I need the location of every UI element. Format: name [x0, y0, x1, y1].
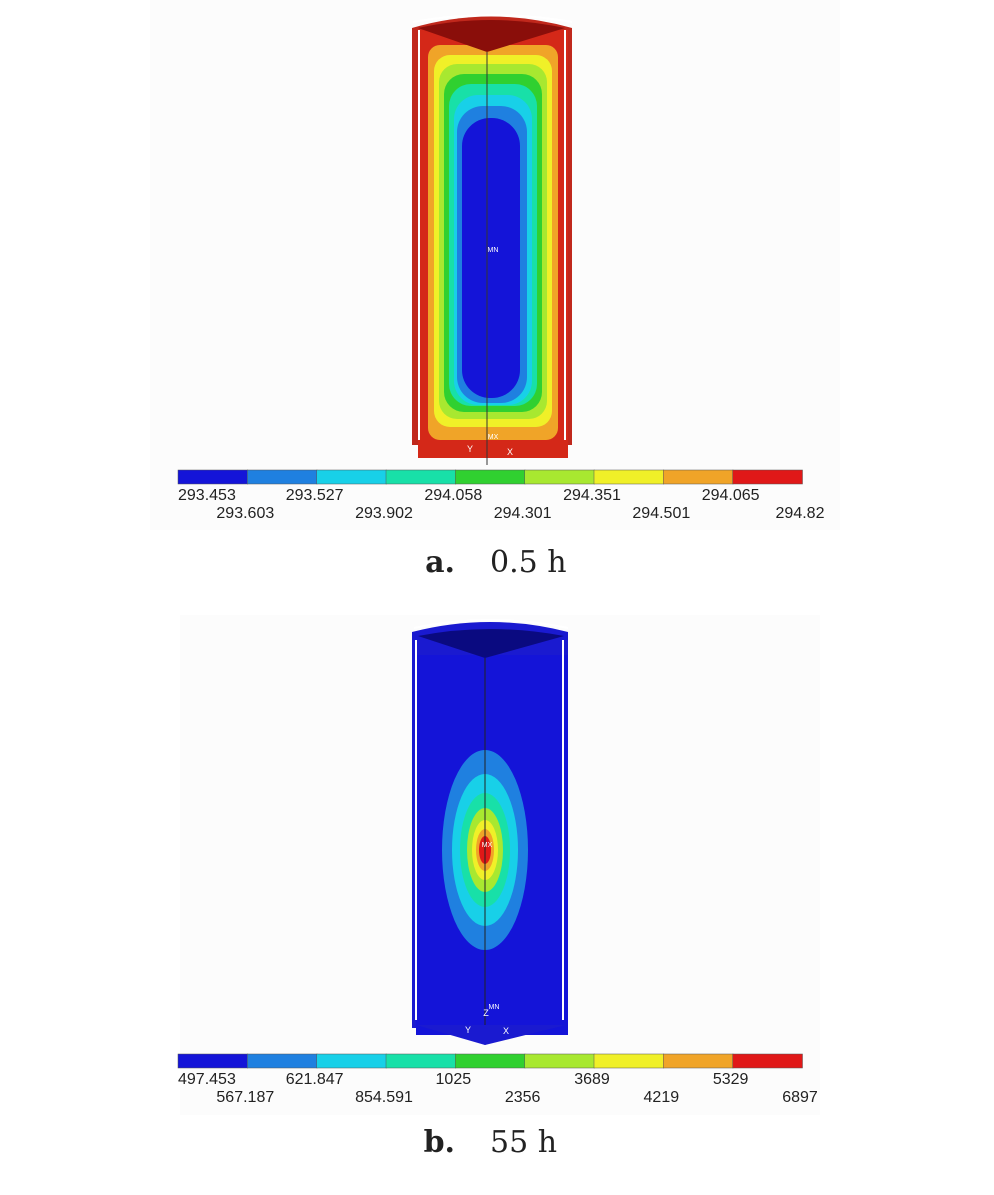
legend-label: 294.058 — [424, 487, 482, 504]
legend-swatch — [177, 469, 249, 485]
legend-swatch — [385, 1053, 457, 1069]
legend-label: 2356 — [505, 1089, 541, 1106]
legend-swatch — [593, 469, 665, 485]
legend-label: 294.351 — [563, 487, 621, 504]
legend-swatch — [663, 1053, 734, 1069]
legend-label: 293.902 — [355, 505, 413, 522]
legend-swatch — [732, 469, 803, 485]
legend-label: 1025 — [436, 1071, 472, 1088]
legend-swatch — [663, 469, 734, 485]
legend-label: 294.301 — [494, 505, 552, 522]
extreme-marker: MN — [488, 247, 499, 254]
legend-label: 293.603 — [216, 505, 274, 522]
legend-swatch — [247, 469, 318, 485]
legend-label: 3689 — [574, 1071, 610, 1088]
panel-label: a. — [425, 545, 455, 580]
axis-triad-label: Y — [465, 1025, 471, 1035]
panel-caption: 55 h — [490, 1125, 557, 1160]
legend-swatch — [177, 1053, 249, 1069]
legend-label: 294.065 — [702, 487, 760, 504]
contour-plot-a — [150, 0, 840, 530]
legend-swatch — [385, 469, 457, 485]
legend-swatch — [247, 1053, 318, 1069]
legend-swatch — [316, 1053, 387, 1069]
legend-label: 293.453 — [178, 487, 236, 504]
legend-swatch — [524, 1053, 595, 1069]
legend-label: 621.847 — [286, 1071, 344, 1088]
legend-label: 293.527 — [286, 487, 344, 504]
legend-swatch — [455, 1053, 526, 1069]
axis-triad-label: X — [507, 447, 513, 457]
legend-label: 854.591 — [355, 1089, 413, 1106]
legend-label: 294.501 — [632, 505, 690, 522]
panel-caption: 0.5 h — [490, 545, 567, 580]
axis-triad-label: X — [503, 1026, 509, 1036]
legend-swatch — [524, 469, 595, 485]
axis-triad-label: Y — [467, 444, 473, 454]
legend-swatch — [732, 1053, 803, 1069]
axis-triad-label: Z — [483, 1008, 489, 1018]
panel-label: b. — [424, 1125, 455, 1160]
legend-label: 294.82 — [776, 505, 825, 522]
legend-label: 497.453 — [178, 1071, 236, 1088]
legend-label: 5329 — [713, 1071, 749, 1088]
extreme-marker: MN — [489, 1004, 500, 1011]
legend-label: 4219 — [644, 1089, 680, 1106]
legend-label: 6897 — [782, 1089, 818, 1106]
contour-plot-b — [180, 615, 820, 1115]
legend-label: 567.187 — [216, 1089, 274, 1106]
legend-swatch — [316, 469, 387, 485]
extreme-marker: MX — [488, 434, 499, 441]
legend-swatch — [455, 469, 526, 485]
legend-swatch — [593, 1053, 665, 1069]
extreme-marker: MX — [482, 842, 493, 849]
